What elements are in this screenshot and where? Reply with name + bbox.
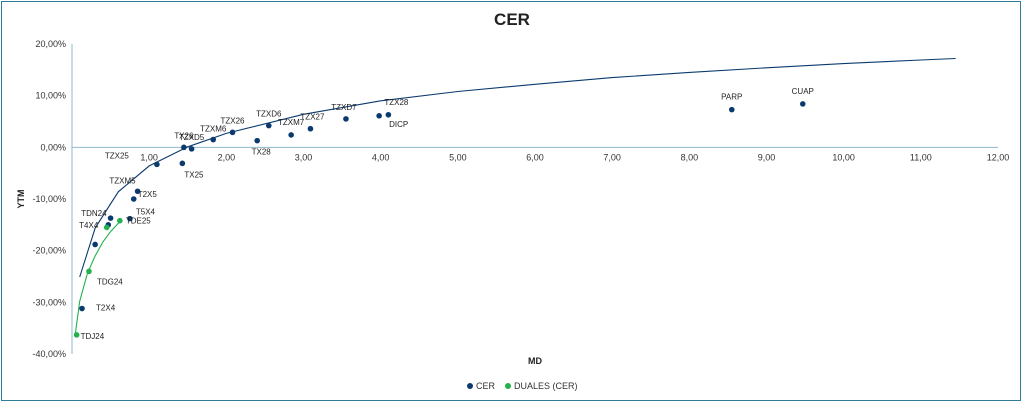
y-tick-label: -30,00% — [32, 297, 66, 307]
data-point — [799, 101, 806, 107]
x-tick-label: 1,00 — [140, 152, 158, 162]
point-label: TZXM7 — [278, 118, 305, 127]
data-point — [92, 241, 98, 248]
x-tick-label: 6,00 — [526, 152, 544, 162]
data-point — [307, 125, 314, 132]
y-tick-label: 20,00% — [35, 39, 66, 49]
legend-marker — [467, 383, 473, 389]
y-tick-label: -10,00% — [32, 194, 66, 204]
data-point — [79, 305, 85, 312]
point-label: TDN24 — [81, 209, 107, 218]
legend-label: DUALES (CER) — [514, 381, 578, 391]
point-label: TX28 — [252, 148, 272, 157]
point-label: PARP — [721, 93, 742, 102]
x-tick-label: 9,00 — [758, 152, 776, 162]
data-point — [188, 146, 195, 152]
x-tick-label: 3,00 — [295, 152, 313, 162]
point-label: CUAP — [792, 87, 814, 96]
point-label: T2X4 — [96, 304, 116, 313]
point-label: TX26 — [174, 131, 194, 140]
x-tick-label: 8,00 — [681, 152, 699, 162]
point-label: TDG24 — [97, 277, 123, 286]
data-point — [127, 215, 133, 222]
y-tick-label: 0,00% — [40, 142, 66, 152]
data-point — [288, 132, 294, 138]
legend: CER DUALES (CER) — [467, 381, 578, 391]
point-label: TZXD5 — [179, 133, 205, 142]
data-point — [107, 215, 114, 221]
point-label: TZX28 — [384, 98, 409, 107]
point-label: TZX27 — [300, 113, 325, 122]
point-label: T5X4 — [136, 208, 156, 217]
y-tick-label: 10,00% — [35, 91, 66, 101]
data-point — [134, 188, 141, 195]
data-point — [179, 160, 186, 167]
data-point — [86, 268, 92, 275]
point-label: TZX26 — [220, 116, 245, 125]
legend-label: CER — [476, 381, 496, 391]
point-label: TX25 — [184, 170, 204, 179]
x-axis-title: MD — [528, 356, 542, 366]
data-points — [73, 101, 806, 338]
trendlines — [74, 57, 956, 336]
x-tick-label: 11,00 — [910, 152, 932, 162]
x-tick-label: 10,00 — [832, 152, 855, 162]
data-point — [154, 161, 160, 168]
data-point — [73, 332, 80, 338]
point-label: TZX25 — [105, 151, 130, 160]
data-point — [265, 122, 272, 129]
data-point — [229, 129, 236, 136]
y-tick-label: -20,00% — [32, 246, 66, 256]
x-tick-label: 5,00 — [449, 152, 467, 162]
x-tick-label: 4,00 — [372, 152, 390, 162]
point-label: TZXD7 — [331, 103, 357, 112]
data-point — [385, 111, 392, 118]
y-axis-title: YTM — [16, 190, 26, 209]
y-tick-label: -40,00% — [32, 349, 66, 359]
trendline — [79, 57, 956, 278]
data-point — [181, 144, 187, 151]
data-point — [343, 116, 349, 122]
data-point — [117, 217, 123, 224]
axis-ticks: 20,00% 10,00% 0,00% -10,00% -20,00% -30,00% -4… — [32, 39, 1009, 359]
data-point — [130, 196, 137, 202]
point-label: TDE25 — [126, 217, 151, 226]
data-point — [254, 137, 260, 144]
trendline — [74, 220, 123, 336]
point-label: TZXM5 — [109, 176, 136, 185]
data-point — [210, 136, 217, 143]
chart-title: CER — [494, 10, 530, 29]
legend-marker — [505, 383, 511, 389]
data-point — [376, 113, 382, 119]
point-label: TZXD6 — [256, 110, 282, 119]
x-tick-label: 7,00 — [603, 152, 621, 162]
x-tick-label: 12,00 — [987, 152, 1010, 162]
axes — [71, 44, 998, 354]
point-label: TDJ24 — [81, 332, 105, 341]
x-tick-label: 2,00 — [218, 152, 236, 162]
point-label: TZXM6 — [200, 125, 227, 134]
point-label: T2X5 — [138, 190, 158, 199]
point-label: DICP — [389, 120, 408, 129]
data-point — [728, 106, 735, 113]
point-label: T4X4 — [79, 221, 99, 230]
data-point — [103, 224, 110, 231]
